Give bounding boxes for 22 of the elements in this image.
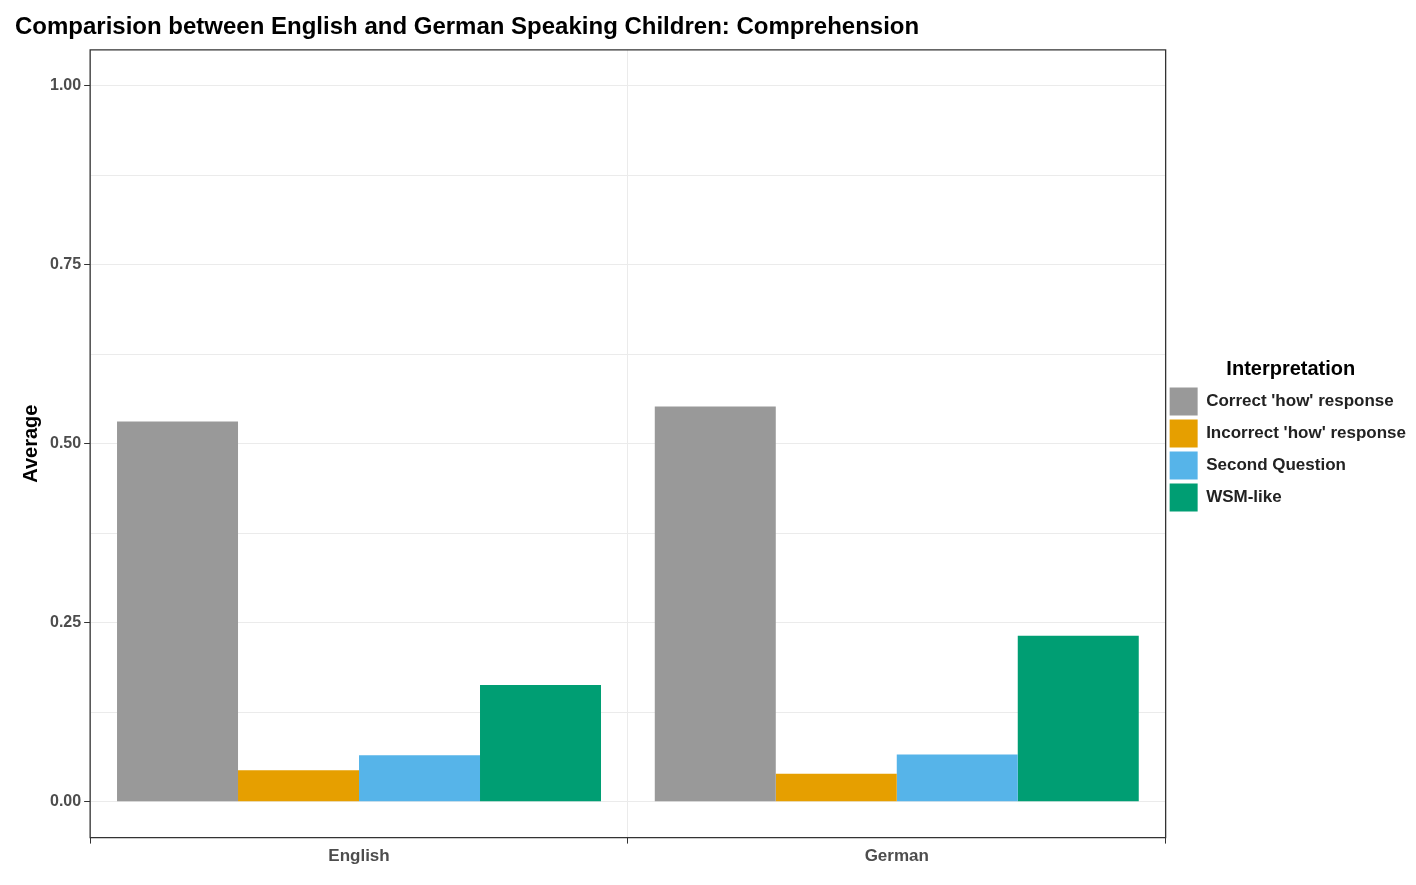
y-tick-label: 0.50 — [50, 434, 82, 452]
bar — [117, 421, 239, 802]
bar — [1017, 635, 1139, 802]
y-tick-label: 1.00 — [50, 76, 82, 94]
y-axis-title: Average — [18, 404, 41, 483]
y-tick-label: 0.25 — [50, 613, 82, 631]
bar — [654, 406, 776, 802]
bar — [359, 755, 481, 802]
legend-label: Second Question — [1206, 455, 1346, 475]
legend-label: Incorrect 'how' response — [1206, 423, 1406, 443]
legend-label: Correct 'how' response — [1206, 391, 1394, 411]
x-tick-label: German — [864, 846, 929, 866]
bar — [238, 770, 360, 802]
bar — [896, 754, 1018, 802]
legend-label: WSM-like — [1206, 487, 1282, 507]
y-tick-label: 0.00 — [50, 792, 82, 810]
bar — [775, 773, 897, 802]
x-tick-label: English — [328, 846, 390, 866]
legend-title: Interpretation — [1226, 357, 1356, 380]
chart-title: Comparision between English and German Speaking Children: Comprehension — [15, 12, 920, 40]
bar — [480, 685, 601, 802]
y-tick-label: 0.75 — [50, 255, 82, 273]
